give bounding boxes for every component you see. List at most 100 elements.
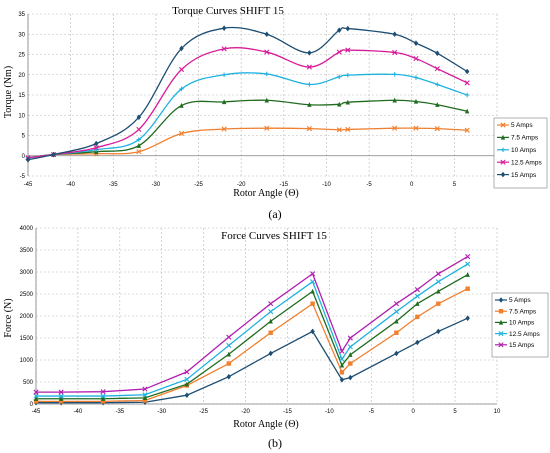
data-point (178, 130, 185, 137)
data-point (100, 393, 106, 399)
x-tick-label: -10 (325, 409, 334, 415)
x-tick-label: -20 (241, 409, 250, 415)
data-point (226, 334, 232, 340)
x-tick-label: -15 (283, 409, 292, 415)
data-point (347, 344, 353, 350)
data-point (221, 25, 227, 31)
data-point (25, 157, 31, 163)
legend-entry: 5 Amps (495, 297, 531, 304)
data-point (136, 126, 142, 133)
data-point (310, 271, 316, 277)
data-point (392, 125, 398, 131)
data-point (345, 126, 351, 133)
legend-entry: 12.5 Amps (497, 159, 542, 166)
y-tick-label: 0 (22, 154, 26, 160)
legend-entry: 12.5 Amps (495, 331, 540, 338)
tick-labels: -45 -40 -35 -30 -25 -20 -15 -10 -5 0 5 10 0 500 1000 15… (20, 226, 501, 415)
data-point (184, 381, 190, 387)
data-point (339, 356, 345, 362)
data-point (226, 351, 231, 357)
data-point (413, 75, 419, 80)
x-tick-label: -35 (109, 182, 118, 188)
x-tick-label: -30 (152, 182, 161, 188)
data-point (413, 40, 419, 46)
y-axis-label: Force (N) (3, 298, 14, 337)
legend-marker (498, 319, 504, 325)
x-tick-label: 5 (453, 409, 457, 415)
series-3 (25, 71, 470, 160)
data-point (393, 301, 400, 307)
y-tick-label: 2500 (20, 292, 34, 298)
x-tick-label: -20 (237, 182, 246, 188)
y-axis-label: Torque (Nm) (3, 66, 14, 118)
data-point (58, 389, 64, 395)
legend-label: 15 Amps (509, 342, 535, 349)
data-point (226, 373, 231, 380)
legend-marker (500, 122, 506, 128)
data-point (464, 80, 470, 86)
series-3 (33, 272, 470, 401)
data-point (221, 126, 227, 132)
data-point (415, 339, 420, 346)
legend: 5 Amps 7.5 Amps 10 Amps 12.5 Amps 15 Amps (491, 292, 549, 358)
series-line (27, 47, 468, 159)
data-point (339, 348, 345, 354)
data-point (136, 114, 142, 121)
data-point (347, 335, 353, 341)
chart-title: Torque Curves SHIFT 15 (172, 5, 284, 17)
data-point (100, 399, 106, 404)
x-tick-label: 10 (494, 409, 501, 415)
legend-entry: 15 Amps (497, 171, 537, 179)
data-point (184, 369, 190, 375)
legend-marker (498, 342, 504, 348)
data-point (465, 272, 470, 277)
x-tick-label: -5 (369, 409, 375, 415)
legend-entry: 10 Amps (495, 320, 535, 327)
data-point (339, 377, 345, 383)
y-tick-label: 15 (18, 93, 25, 99)
legend-label: 10 Amps (509, 320, 535, 327)
data-point (310, 328, 315, 335)
x-tick-label: -25 (194, 182, 203, 188)
data-point (268, 330, 273, 335)
data-point (436, 328, 441, 335)
series-5 (33, 254, 471, 395)
x-axis-label: Rotor Angle (Θ) (233, 419, 299, 430)
legend-label: 5 Amps (511, 122, 533, 129)
x-tick-label: -15 (279, 182, 288, 188)
data-point (392, 72, 397, 77)
data-point (464, 68, 470, 75)
data-point (435, 82, 440, 87)
data-point (436, 301, 441, 306)
data-point (414, 287, 420, 293)
data-point (306, 64, 312, 70)
data-point (464, 108, 470, 114)
data-point (394, 318, 399, 324)
data-point (264, 31, 269, 38)
data-point (465, 261, 471, 267)
data-point (434, 126, 440, 132)
data-point (336, 127, 342, 133)
series-line (27, 99, 468, 159)
y-tick-label: 4000 (20, 226, 34, 232)
data-point (179, 102, 184, 108)
series-2 (33, 286, 470, 404)
data-point (392, 49, 398, 56)
y-tick-label: 0 (30, 402, 34, 408)
data-point (221, 46, 227, 52)
legend: 5 Amps 7.5 Amps 10 Amps 12.5 Amps 15 Amps (493, 117, 548, 189)
data-point (268, 309, 274, 315)
series-line (36, 263, 468, 397)
data-point (264, 49, 270, 55)
data-point (394, 330, 399, 335)
data-point (307, 82, 312, 87)
y-tick-label: 20 (18, 73, 25, 79)
data-point (465, 286, 470, 291)
data-point (268, 318, 273, 324)
data-point (184, 376, 190, 382)
data-point (345, 99, 350, 105)
y-tick-label: 500 (23, 380, 34, 386)
data-point (226, 342, 232, 349)
data-point (413, 125, 419, 131)
